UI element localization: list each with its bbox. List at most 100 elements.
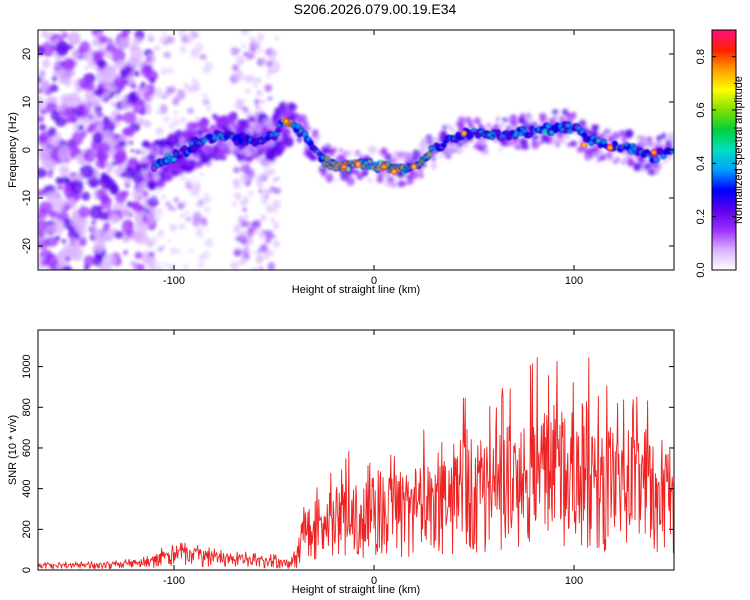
spectral-blob xyxy=(621,157,628,165)
spectral-blob xyxy=(193,78,197,83)
spectral-blob xyxy=(272,199,281,210)
spectral-blob xyxy=(45,224,58,233)
spectral-blob xyxy=(260,57,268,66)
spectral-blob xyxy=(78,206,90,219)
spectral-blob xyxy=(124,166,135,180)
spectral-blob xyxy=(633,162,641,172)
snr-frame xyxy=(37,329,675,571)
x-tick-label: -100 xyxy=(163,575,185,587)
spectral-blob xyxy=(281,110,287,117)
spectral-blob xyxy=(284,119,288,123)
spectral-blob xyxy=(181,200,188,207)
spectral-blob xyxy=(155,129,163,136)
spectral-blob xyxy=(123,250,128,255)
spectral-blob xyxy=(593,124,600,130)
snr-y-label: SNR (10 * v/v) xyxy=(7,415,19,485)
spectral-blob xyxy=(166,36,175,44)
spectral-blob xyxy=(102,116,111,125)
spectral-blob xyxy=(133,263,146,270)
chart-title: S206.2026.079.00.19.E34 xyxy=(294,1,457,17)
spectral-blob xyxy=(439,154,444,159)
spectral-blob xyxy=(178,223,186,230)
spectral-blob xyxy=(463,144,470,148)
spectral-blob xyxy=(582,143,586,147)
spectral-blob xyxy=(51,36,56,41)
spectral-blob xyxy=(387,176,394,183)
spectral-blob xyxy=(51,138,61,149)
spectral-blob xyxy=(346,150,352,157)
spectral-blob xyxy=(368,160,372,163)
spectral-blob xyxy=(212,150,216,155)
spectral-blob xyxy=(539,112,547,119)
spectral-blob xyxy=(92,101,98,108)
colorbar-gradient xyxy=(711,29,737,271)
spectral-blob xyxy=(111,124,116,129)
spectral-blob xyxy=(41,30,49,38)
spectral-blob xyxy=(114,114,124,122)
spectral-blob xyxy=(140,65,153,78)
spectral-blob xyxy=(94,66,100,72)
spectral-blob xyxy=(499,147,503,152)
spectral-blob xyxy=(140,81,146,88)
spectral-blob xyxy=(199,217,207,223)
spectral-blob xyxy=(243,51,249,57)
spectral-blob xyxy=(219,155,227,161)
spectral-blob xyxy=(67,32,80,45)
spectral-blob xyxy=(120,67,129,79)
spectral-blob xyxy=(179,213,186,219)
spectral-blob xyxy=(42,59,51,69)
spectral-blob xyxy=(243,76,249,81)
spectral-blob xyxy=(194,42,204,53)
spectral-blob xyxy=(120,172,126,178)
spectral-blob xyxy=(169,223,178,232)
spectral-blob xyxy=(147,94,154,100)
spectral-blob xyxy=(256,179,264,189)
spectral-blob xyxy=(339,148,343,153)
spectral-blob xyxy=(289,120,293,124)
spectral-blob xyxy=(264,84,273,92)
spectral-blob xyxy=(76,87,82,94)
spectral-blob xyxy=(185,162,190,166)
spectral-blob xyxy=(251,266,258,270)
spectral-blob xyxy=(254,111,260,116)
spectral-blob xyxy=(185,216,192,222)
spectral-blob xyxy=(255,252,263,259)
spectral-blob xyxy=(205,238,214,248)
spectral-blob xyxy=(88,115,94,120)
spectral-blob xyxy=(245,253,250,258)
spectral-blob xyxy=(524,114,533,124)
spectral-blob xyxy=(197,121,207,132)
spectral-blob xyxy=(293,112,299,119)
spectral-blob xyxy=(336,154,345,162)
spectral-blob xyxy=(252,146,258,154)
colorbar-tick-label: 0.2 xyxy=(695,209,707,224)
spectral-blob xyxy=(178,121,182,125)
spectral-blob xyxy=(55,116,67,127)
spectral-blob xyxy=(113,152,127,163)
spectral-blob xyxy=(176,249,181,255)
spectral-blob xyxy=(257,33,265,42)
spectrogram-blobs xyxy=(38,30,674,270)
spectral-blob xyxy=(128,222,134,228)
spectral-blob xyxy=(204,206,211,213)
spectral-blob xyxy=(103,83,109,90)
spectral-blob xyxy=(122,111,137,124)
x-tick-label: 100 xyxy=(565,575,583,587)
spectral-blob xyxy=(412,149,421,161)
spectral-blob xyxy=(251,47,256,51)
spectral-blob xyxy=(41,259,51,266)
spectral-blob xyxy=(71,49,80,59)
spectrogram-x-label: Height of straight line (km) xyxy=(292,284,420,296)
spectral-blob xyxy=(551,109,559,116)
spectral-blob xyxy=(325,173,334,183)
spectral-blob xyxy=(254,153,259,159)
spectral-blob xyxy=(141,162,149,171)
spectral-blob xyxy=(100,202,107,211)
spectral-blob xyxy=(639,136,645,141)
spectral-blob xyxy=(310,156,317,161)
snr-series-line xyxy=(38,357,674,570)
spectral-blob xyxy=(174,197,180,203)
spectral-blob xyxy=(493,138,498,143)
spectral-blob xyxy=(387,153,392,158)
spectral-blob xyxy=(83,255,95,267)
